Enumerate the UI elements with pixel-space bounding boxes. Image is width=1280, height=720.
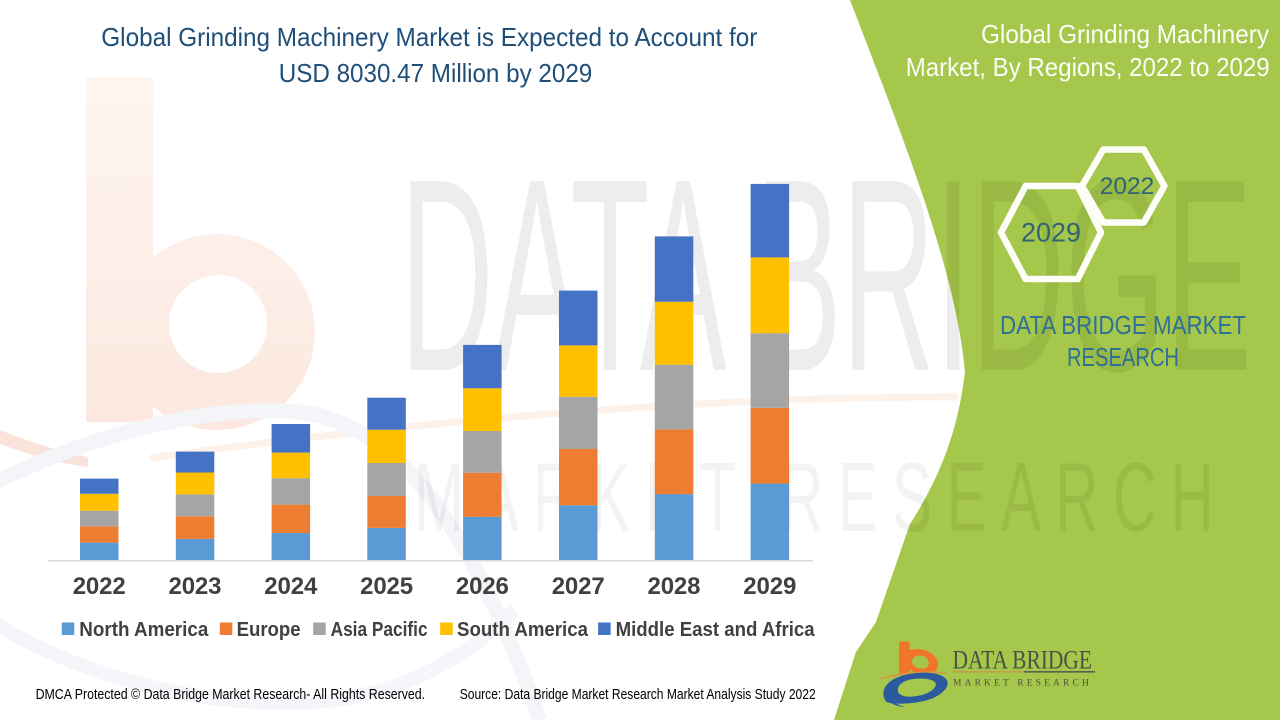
svg-text:DMCA Protected © Data Bridge M: DMCA Protected © Data Bridge Market Rese… (36, 686, 426, 703)
svg-text:2029: 2029 (1021, 218, 1081, 248)
svg-text:2028: 2028 (648, 573, 701, 600)
svg-text:2025: 2025 (360, 573, 413, 600)
svg-text:Source: Data Bridge Market Res: Source: Data Bridge Market Research Mark… (460, 686, 816, 703)
svg-text:2027: 2027 (552, 573, 605, 600)
svg-text:North America: North America (79, 618, 209, 641)
svg-text:Global Grinding Machinery: Global Grinding Machinery (981, 19, 1269, 49)
svg-text:MARKET RESEARCH: MARKET RESEARCH (953, 678, 1092, 688)
svg-text:2022: 2022 (1100, 173, 1155, 200)
svg-text:DATA BRIDGE MARKET: DATA BRIDGE MARKET (1000, 310, 1246, 340)
svg-text:2029: 2029 (743, 573, 796, 600)
svg-text:Global Grinding Machinery Mark: Global Grinding Machinery Market is Expe… (101, 22, 757, 52)
svg-text:South America: South America (457, 618, 589, 641)
svg-text:2022: 2022 (73, 573, 126, 600)
svg-text:Market, By Regions, 2022 to 20: Market, By Regions, 2022 to 2029 (906, 52, 1270, 82)
svg-text:DATA BRIDGE: DATA BRIDGE (953, 646, 1093, 675)
svg-text:Middle East and Africa: Middle East and Africa (616, 618, 816, 641)
svg-text:Asia Pacific: Asia Pacific (331, 618, 428, 641)
svg-text:2023: 2023 (169, 573, 222, 600)
svg-text:2024: 2024 (264, 573, 318, 600)
svg-text:RESEARCH: RESEARCH (1067, 342, 1179, 372)
svg-text:2026: 2026 (456, 573, 509, 600)
svg-text:Europe: Europe (237, 618, 301, 641)
svg-text:USD 8030.47 Million by 2029: USD 8030.47 Million by 2029 (279, 58, 593, 88)
